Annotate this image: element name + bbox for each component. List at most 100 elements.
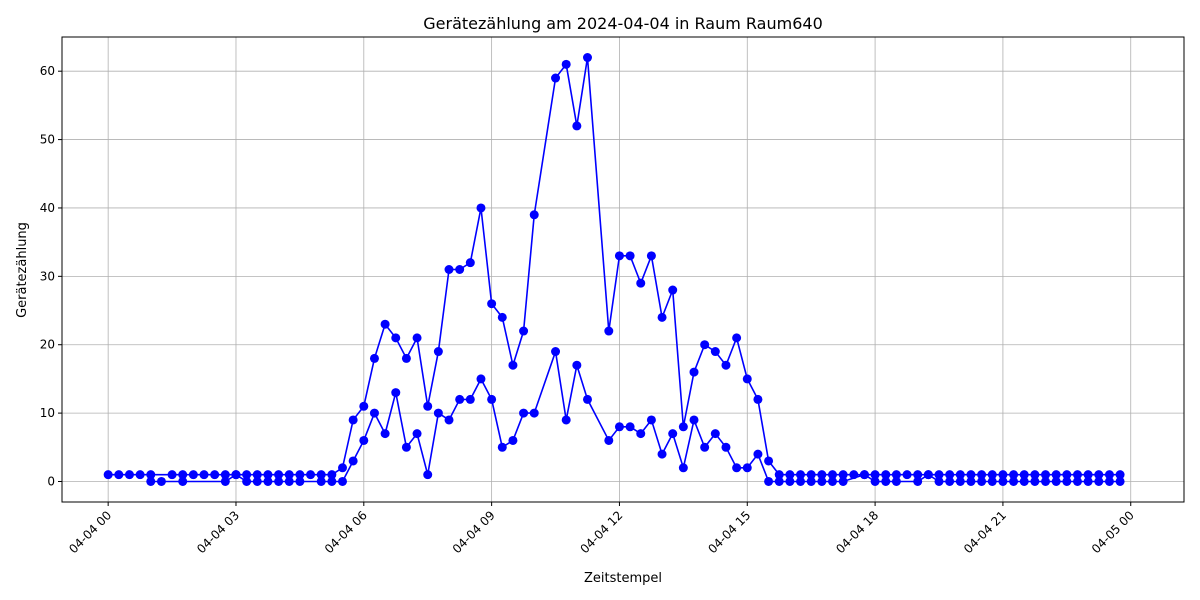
data-point: [700, 442, 710, 452]
data-point: [359, 435, 369, 445]
data-point: [476, 374, 486, 384]
data-point: [732, 463, 742, 473]
data-point: [902, 470, 912, 480]
data-point: [678, 463, 688, 473]
data-point: [689, 415, 699, 425]
data-point: [785, 476, 795, 486]
data-point: [657, 312, 667, 322]
data-point: [678, 422, 688, 432]
data-point: [764, 476, 774, 486]
data-point: [721, 442, 731, 452]
data-point: [934, 476, 944, 486]
data-point: [913, 476, 923, 486]
data-point: [519, 326, 529, 336]
data-point: [1083, 476, 1093, 486]
data-point: [614, 422, 624, 432]
data-point: [966, 470, 976, 480]
data-point: [817, 470, 827, 480]
data-point: [1019, 470, 1029, 480]
data-point: [274, 470, 284, 480]
data-point: [710, 347, 720, 357]
data-point: [188, 470, 198, 480]
data-point: [284, 476, 294, 486]
x-axis-label: Zeitstempel: [584, 571, 662, 586]
data-point: [859, 470, 869, 480]
data-point: [103, 470, 113, 480]
x-tick-label: 04-04 18: [833, 508, 881, 556]
data-point: [167, 470, 177, 480]
data-point: [369, 408, 379, 418]
data-point: [838, 476, 848, 486]
data-point: [1072, 476, 1082, 486]
data-point: [1115, 476, 1125, 486]
data-point: [561, 59, 571, 69]
data-point: [252, 476, 262, 486]
data-point: [987, 470, 997, 480]
data-point: [646, 415, 656, 425]
data-point: [721, 360, 731, 370]
data-point: [1115, 470, 1125, 480]
data-point: [380, 429, 390, 439]
data-point: [210, 470, 220, 480]
data-point: [263, 470, 273, 480]
data-point: [359, 401, 369, 411]
data-point: [401, 442, 411, 452]
data-point: [774, 470, 784, 480]
chart-title: Gerätezählung am 2024-04-04 in Raum Raum…: [423, 14, 823, 33]
data-point: [881, 476, 891, 486]
data-point: [348, 415, 358, 425]
data-point: [785, 470, 795, 480]
data-point: [987, 476, 997, 486]
data-point: [391, 333, 401, 343]
series-line: [150, 351, 1121, 483]
data-point: [178, 476, 188, 486]
data-point: [742, 374, 752, 384]
data-point: [827, 476, 837, 486]
data-point: [646, 251, 656, 261]
data-point: [391, 388, 401, 398]
data-point: [582, 53, 592, 63]
y-tick-label: 20: [40, 338, 55, 352]
data-point: [657, 449, 667, 459]
data-point: [945, 470, 955, 480]
data-point: [135, 470, 145, 480]
data-point: [369, 353, 379, 363]
data-point: [806, 470, 816, 480]
data-point: [891, 470, 901, 480]
data-point: [529, 210, 539, 220]
data-point: [572, 121, 582, 131]
data-point: [1094, 476, 1104, 486]
data-point: [774, 476, 784, 486]
data-point: [998, 476, 1008, 486]
data-point: [1104, 470, 1114, 480]
data-point: [231, 470, 241, 480]
data-point: [604, 326, 614, 336]
data-point: [412, 333, 422, 343]
x-tick-label: 04-04 12: [578, 508, 626, 556]
series-1: [103, 53, 1125, 480]
data-point: [465, 394, 475, 404]
data-point: [1009, 470, 1019, 480]
data-point: [796, 470, 806, 480]
data-point: [1083, 470, 1093, 480]
data-point: [604, 435, 614, 445]
data-point: [764, 456, 774, 466]
data-point: [753, 394, 763, 404]
data-point: [689, 367, 699, 377]
data-point: [1072, 470, 1082, 480]
data-point: [1094, 470, 1104, 480]
data-point: [497, 312, 507, 322]
data-point: [870, 476, 880, 486]
data-point: [338, 476, 347, 486]
data-point: [870, 470, 880, 480]
data-point: [1051, 476, 1061, 486]
x-tick-label: 04-04 03: [194, 508, 242, 556]
data-point: [977, 476, 987, 486]
data-point: [380, 319, 390, 329]
data-point: [1051, 470, 1061, 480]
data-point: [998, 470, 1008, 480]
data-point: [614, 251, 624, 261]
data-point: [668, 429, 678, 439]
